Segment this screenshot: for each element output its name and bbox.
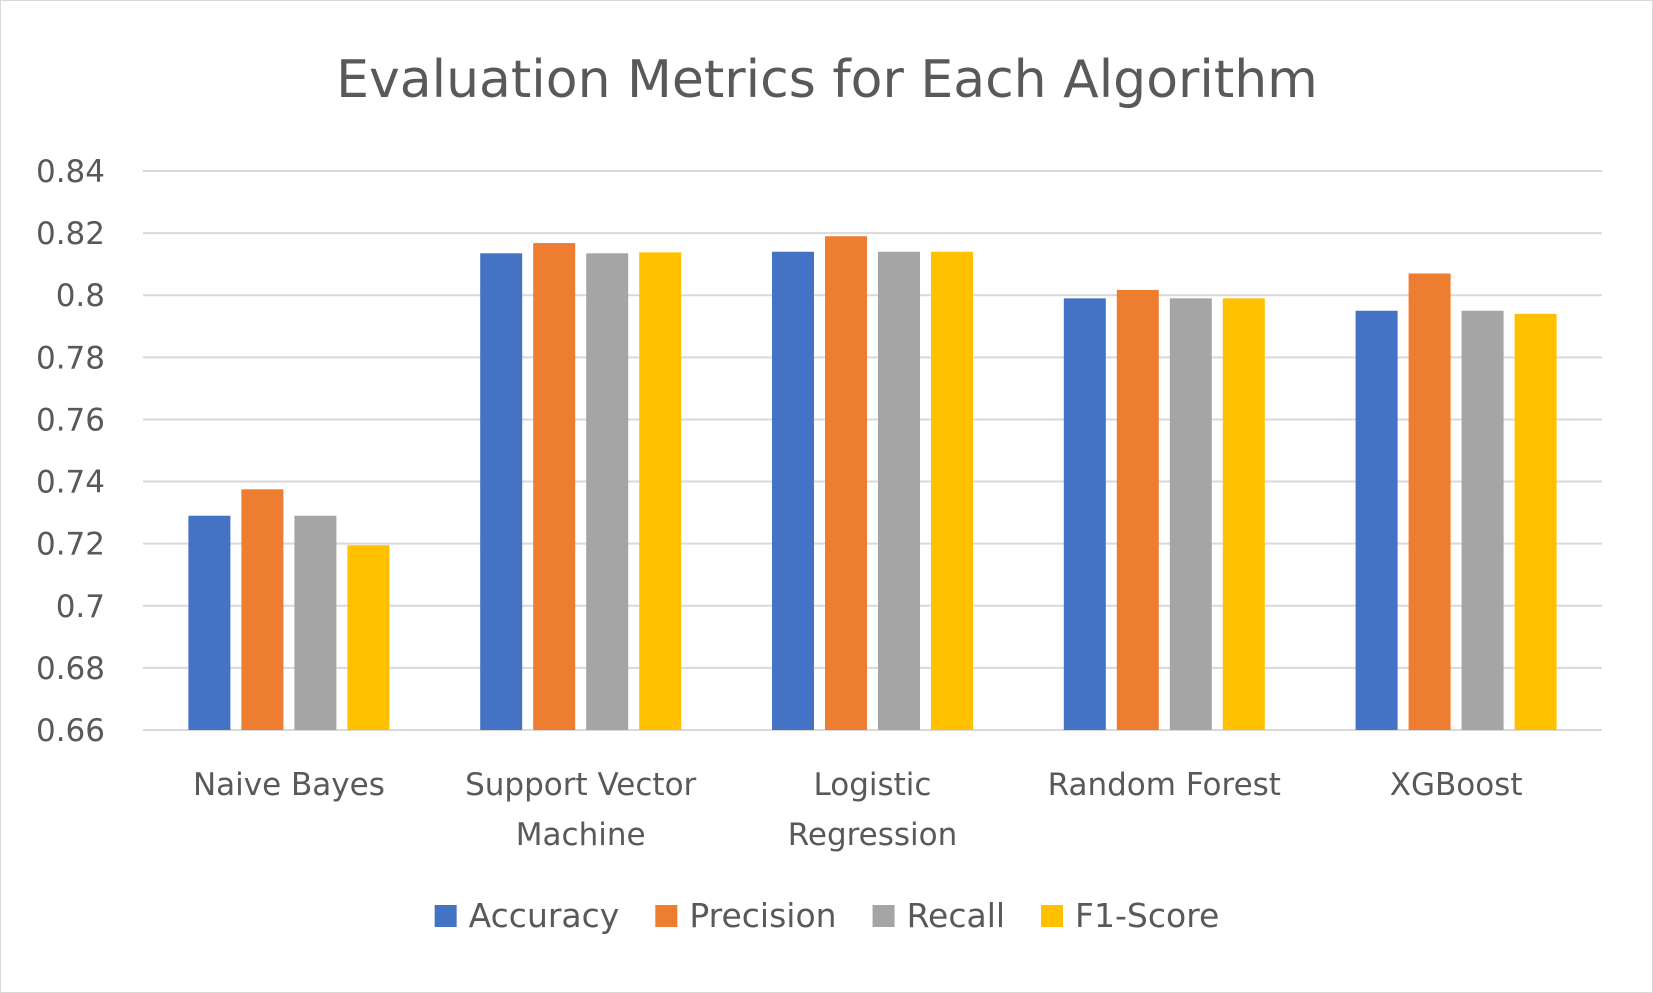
y-tick-label: 0.76 — [36, 402, 105, 438]
bar-random-forest-f1-score — [1222, 298, 1265, 730]
bar-support-vector-machine-accuracy — [480, 253, 523, 730]
bar-naive-bayes-precision — [241, 489, 284, 730]
category-label-support-vector-machine: Support Vector Machine — [465, 767, 696, 853]
x-axis-categories: Naive Bayes Support Vector Machine Logistic… — [193, 767, 1523, 853]
y-tick-label: 0.8 — [56, 278, 105, 314]
bar-support-vector-machine-recall — [586, 253, 629, 730]
category-label-line: Support Vector — [465, 767, 696, 803]
bar-naive-bayes-recall — [294, 515, 337, 730]
chart-title: Evaluation Metrics for Each Algorithm — [336, 50, 1318, 110]
legend-label-accuracy: Accuracy — [469, 896, 620, 935]
bar-naive-bayes-accuracy — [188, 515, 231, 730]
y-tick-label: 0.78 — [36, 340, 105, 376]
legend-swatch-precision — [655, 905, 678, 927]
legend-label-f1-score: F1-Score — [1075, 896, 1219, 935]
category-label-line: Random Forest — [1048, 767, 1281, 803]
legend-item-accuracy: Accuracy — [434, 896, 620, 935]
category-label-logistic-regression: Logistic Regression — [788, 767, 958, 853]
y-axis-ticks: 0.66 0.68 0.7 0.72 0.74 0.76 0.78 0.8 0.82 0.84 — [36, 154, 105, 749]
legend-swatch-recall — [872, 905, 895, 927]
y-tick-label: 0.82 — [36, 216, 105, 252]
y-tick-label: 0.7 — [56, 589, 105, 625]
bar-random-forest-recall — [1169, 298, 1212, 730]
category-label-naive-bayes: Naive Bayes — [193, 767, 385, 803]
y-tick-label: 0.84 — [36, 154, 105, 190]
y-tick-label: 0.74 — [36, 465, 105, 501]
legend-item-recall: Recall — [872, 896, 1005, 935]
category-label-xgboost: XGBoost — [1390, 767, 1523, 803]
bars — [188, 236, 1557, 731]
category-label-line: Machine — [516, 817, 646, 853]
category-label-line: Naive Bayes — [193, 767, 385, 803]
bar-random-forest-precision — [1116, 289, 1159, 730]
bar-xgboost-f1-score — [1514, 313, 1557, 730]
bar-naive-bayes-f1-score — [347, 545, 390, 730]
legend-swatch-f1-score — [1041, 905, 1064, 927]
bar-support-vector-machine-f1-score — [639, 252, 682, 731]
category-label-line: Regression — [788, 817, 958, 853]
legend: Accuracy Precision Recall F1-Score — [434, 896, 1219, 935]
bar-xgboost-precision — [1408, 273, 1451, 730]
bar-xgboost-recall — [1461, 310, 1504, 730]
bar-xgboost-accuracy — [1355, 310, 1398, 730]
category-label-random-forest: Random Forest — [1048, 767, 1281, 803]
category-label-line: Logistic — [814, 767, 932, 803]
y-tick-label: 0.66 — [36, 713, 105, 749]
legend-label-precision: Precision — [689, 896, 836, 935]
bar-logistic-regression-precision — [825, 236, 867, 730]
legend-item-precision: Precision — [655, 896, 837, 935]
bar-random-forest-accuracy — [1063, 298, 1106, 730]
category-label-line: XGBoost — [1390, 767, 1523, 803]
legend-label-recall: Recall — [907, 896, 1005, 935]
bar-logistic-regression-recall — [878, 251, 920, 730]
legend-item-f1-score: F1-Score — [1041, 896, 1219, 935]
bar-logistic-regression-f1-score — [931, 251, 973, 730]
bar-logistic-regression-accuracy — [772, 251, 814, 730]
legend-swatch-accuracy — [434, 905, 457, 927]
y-tick-label: 0.72 — [36, 527, 105, 563]
y-tick-label: 0.68 — [36, 651, 105, 687]
bar-support-vector-machine-precision — [533, 243, 576, 730]
